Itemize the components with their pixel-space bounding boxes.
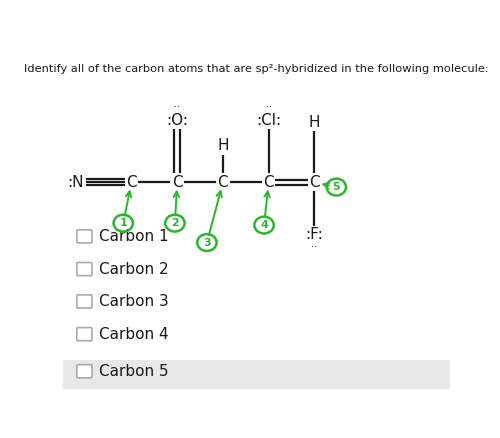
FancyBboxPatch shape (77, 365, 92, 378)
Text: :O:: :O: (166, 113, 188, 128)
FancyBboxPatch shape (77, 328, 92, 341)
Text: H: H (308, 115, 320, 130)
Text: Identify all of the carbon atoms that are sp²-hybridized in the following molecu: Identify all of the carbon atoms that ar… (24, 64, 488, 74)
Text: :N: :N (67, 175, 84, 190)
Text: ··: ·· (174, 102, 180, 113)
FancyBboxPatch shape (77, 262, 92, 276)
Text: Carbon 4: Carbon 4 (100, 327, 169, 342)
Text: Carbon 5: Carbon 5 (100, 364, 169, 379)
Text: 1: 1 (120, 218, 127, 228)
FancyBboxPatch shape (62, 360, 450, 389)
Text: C: C (172, 175, 182, 190)
Text: C: C (264, 175, 274, 190)
Text: Carbon 2: Carbon 2 (100, 261, 169, 276)
Text: ··: ·· (266, 102, 272, 113)
Text: :Cl:: :Cl: (256, 113, 281, 128)
Text: ··: ·· (312, 243, 318, 253)
Text: 3: 3 (203, 237, 210, 247)
Text: :F:: :F: (306, 227, 324, 242)
Text: 5: 5 (332, 182, 340, 192)
Text: C: C (218, 175, 228, 190)
FancyBboxPatch shape (77, 230, 92, 243)
Text: C: C (126, 175, 137, 190)
Text: C: C (309, 175, 320, 190)
Text: H: H (217, 138, 228, 153)
Text: 2: 2 (171, 218, 179, 228)
FancyBboxPatch shape (77, 295, 92, 308)
Text: Carbon 3: Carbon 3 (100, 294, 169, 309)
Text: 4: 4 (260, 220, 268, 230)
Text: Carbon 1: Carbon 1 (100, 229, 169, 244)
